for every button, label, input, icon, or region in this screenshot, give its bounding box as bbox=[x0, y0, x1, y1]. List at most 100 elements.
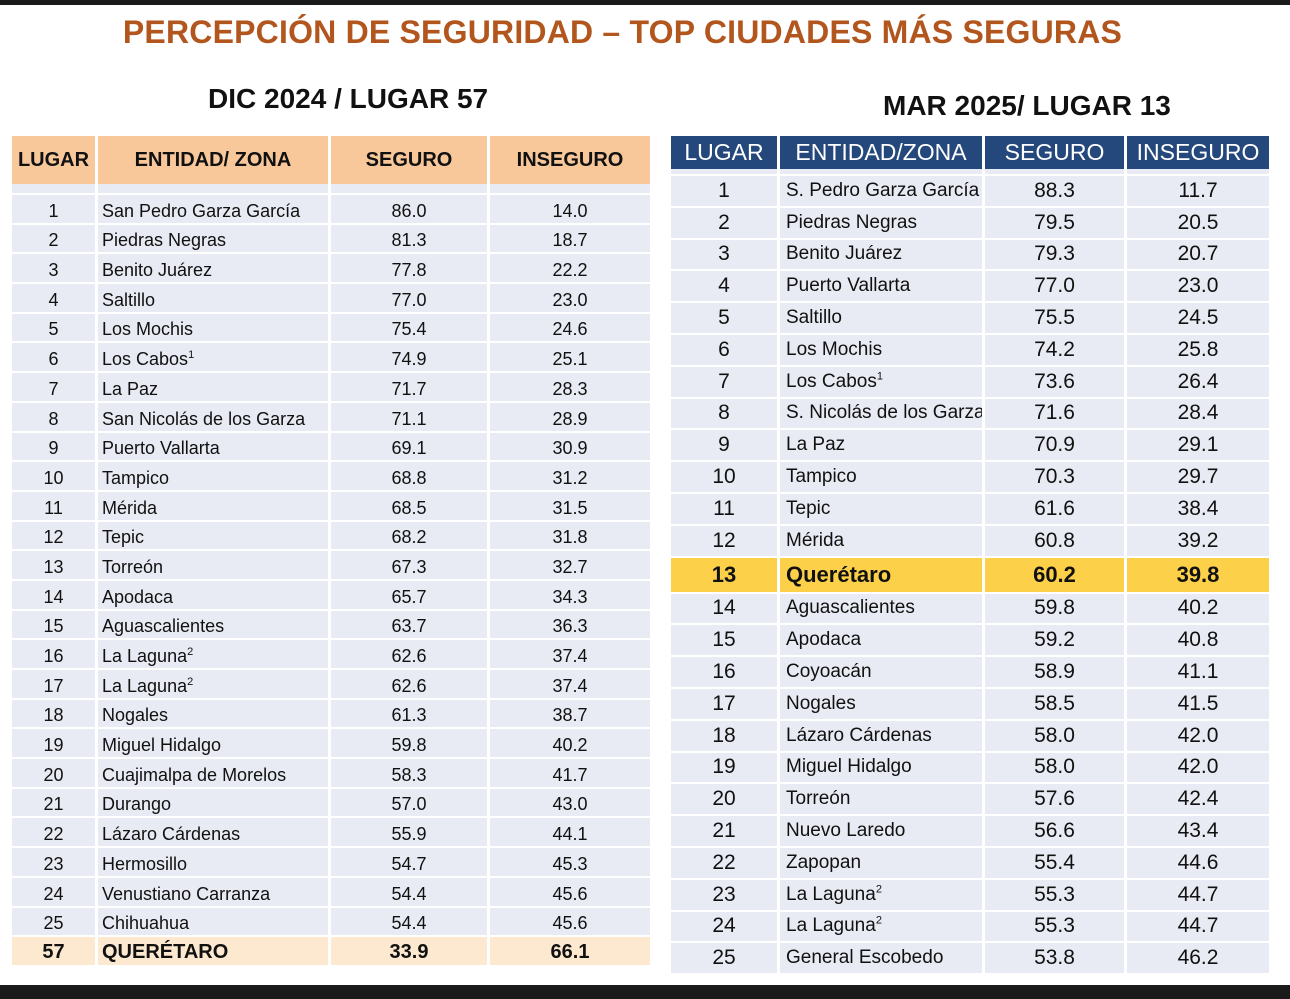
zone-cell-text: Mérida bbox=[786, 529, 845, 551]
seguro-cell-text: 54.7 bbox=[391, 853, 427, 874]
seguro-cell-text: 70.9 bbox=[1034, 433, 1075, 457]
rank-cell: 25 bbox=[12, 907, 98, 938]
rank-cell-text: 10 bbox=[43, 467, 64, 488]
page-title: PERCEPCIÓN DE SEGURIDAD – TOP CIUDADES M… bbox=[122, 14, 1123, 50]
zone-cell: Tampico bbox=[98, 462, 331, 492]
table-row: 4 Saltillo 77.0 23.0 bbox=[12, 284, 650, 314]
rank-cell: 1 bbox=[671, 176, 780, 208]
inseguro-cell-text: 24.6 bbox=[552, 319, 588, 340]
seguro-cell: 68.8 bbox=[331, 462, 490, 492]
zone-cell: Venustiano Carranza bbox=[98, 877, 331, 908]
seguro-cell-text: 59.2 bbox=[1034, 628, 1075, 652]
table-row: 19 Miguel Hidalgo 59.8 40.2 bbox=[12, 729, 650, 760]
zone-cell-text: Hermosillo bbox=[102, 853, 188, 874]
seguro-cell-text: 75.4 bbox=[391, 319, 427, 340]
highlighted-row: 13 Querétaro 60.2 39.8 bbox=[671, 557, 1269, 594]
inseguro-cell: 43.4 bbox=[1127, 816, 1269, 848]
rank-cell: 15 bbox=[12, 610, 98, 641]
seguro-cell-text: 74.2 bbox=[1034, 337, 1075, 361]
rank-cell: 24 bbox=[12, 877, 98, 908]
seguro-cell: 58.9 bbox=[985, 657, 1127, 689]
footnote-marker: 2 bbox=[875, 915, 882, 928]
rank-cell-text: 23 bbox=[712, 882, 736, 906]
inseguro-cell-text: 40.2 bbox=[552, 735, 588, 756]
rank-cell: 5 bbox=[12, 313, 98, 344]
rank-cell-text: 22 bbox=[43, 824, 64, 845]
zone-cell-text: La Paz bbox=[786, 434, 846, 456]
inseguro-cell-text: 25.1 bbox=[552, 349, 588, 370]
table-row: 19 Miguel Hidalgo 58.0 42.0 bbox=[671, 752, 1269, 785]
seguro-cell-text: 71.7 bbox=[391, 378, 427, 399]
seguro-cell-text: 68.8 bbox=[391, 467, 427, 488]
rank-cell-text: 5 bbox=[718, 306, 730, 330]
seguro-cell: 75.4 bbox=[331, 313, 490, 344]
zone-cell-text: La Laguna bbox=[102, 646, 188, 666]
rank-cell-text: 23 bbox=[43, 853, 64, 874]
inseguro-cell-text: 26.4 bbox=[1177, 369, 1219, 393]
inseguro-cell-text: 14.0 bbox=[552, 200, 588, 221]
zone-cell: Tepic bbox=[780, 493, 985, 526]
footnote-marker: 2 bbox=[875, 883, 882, 896]
seguro-cell: 71.6 bbox=[985, 398, 1127, 431]
inseguro-cell: 40.2 bbox=[1127, 593, 1269, 626]
rank-cell: 57 bbox=[12, 937, 98, 967]
rank-cell: 7 bbox=[12, 373, 98, 403]
inseguro-cell-text: 20.5 bbox=[1177, 210, 1219, 234]
inseguro-cell: 45.6 bbox=[490, 907, 650, 938]
rank-cell-text: 22 bbox=[712, 850, 736, 874]
zone-cell: Los Mochis bbox=[780, 334, 985, 367]
inseguro-cell: 20.7 bbox=[1127, 239, 1269, 272]
inseguro-cell-text: 37.4 bbox=[552, 675, 588, 696]
inseguro-cell-text: 30.9 bbox=[552, 438, 588, 459]
seguro-cell-text: 63.7 bbox=[391, 616, 427, 637]
seguro-cell: 74.2 bbox=[985, 334, 1127, 367]
rank-cell-text: 17 bbox=[712, 691, 736, 715]
inseguro-cell-text: 42.4 bbox=[1177, 787, 1219, 811]
seguro-cell-text: 62.6 bbox=[391, 675, 427, 696]
seguro-cell-text: 88.3 bbox=[1034, 178, 1075, 202]
zone-cell-text: S. Pedro Garza García bbox=[786, 179, 980, 201]
seguro-cell: 55.3 bbox=[985, 911, 1127, 944]
rank-cell: 2 bbox=[671, 207, 780, 240]
seguro-cell-text: 61.6 bbox=[1034, 496, 1075, 520]
zone-cell: Nuevo Laredo bbox=[780, 816, 985, 848]
zone-cell: Durango bbox=[98, 788, 331, 819]
zone-cell-text: San Nicolás de los Garza bbox=[102, 408, 306, 429]
zone-cell-text: Piedras Negras bbox=[786, 211, 917, 233]
seguro-cell: 58.3 bbox=[331, 759, 490, 789]
zone-cell: Benito Juárez bbox=[780, 239, 985, 272]
seguro-cell-text: 77.0 bbox=[1034, 274, 1075, 298]
rank-cell-text: 13 bbox=[43, 556, 64, 577]
seguro-cell: 73.6 bbox=[985, 366, 1127, 399]
inseguro-cell-text: 36.3 bbox=[552, 616, 588, 637]
table-row: 5 Saltillo 75.5 24.5 bbox=[671, 303, 1269, 335]
inseguro-cell-text: 11.7 bbox=[1178, 178, 1218, 202]
inseguro-cell-text: 44.6 bbox=[1177, 850, 1219, 874]
top-border bbox=[0, 0, 1290, 5]
seguro-cell: 71.1 bbox=[331, 402, 490, 433]
seguro-cell: 58.5 bbox=[985, 688, 1127, 721]
table-row: 5 Los Mochis 75.4 24.6 bbox=[12, 313, 650, 344]
rank-cell-text: 6 bbox=[48, 349, 59, 370]
zone-cell-text: La Laguna bbox=[786, 915, 876, 937]
rank-cell: 18 bbox=[12, 699, 98, 730]
rank-cell-text: 18 bbox=[43, 705, 64, 726]
seguro-cell: 70.9 bbox=[985, 430, 1127, 463]
rank-cell: 23 bbox=[671, 879, 780, 912]
inseguro-cell: 44.6 bbox=[1127, 847, 1269, 880]
seguro-cell: 54.4 bbox=[331, 877, 490, 908]
zone-cell-text: La Paz bbox=[102, 378, 159, 399]
seguro-cell-text: 62.6 bbox=[391, 646, 427, 666]
zone-cell-text: Los Mochis bbox=[786, 338, 883, 360]
rank-cell-text: 9 bbox=[48, 438, 59, 459]
rank-cell-text: 12 bbox=[43, 527, 64, 548]
table-row: 14 Apodaca 65.7 34.3 bbox=[12, 580, 650, 611]
zone-cell-text: Nogales bbox=[102, 705, 169, 726]
zone-cell: San Pedro Garza García bbox=[98, 195, 331, 225]
table-row: 6 Los Cabos1 74.9 25.1 bbox=[12, 343, 650, 374]
rank-cell-text: 3 bbox=[48, 260, 59, 281]
inseguro-cell: 30.9 bbox=[490, 432, 650, 463]
rank-cell: 6 bbox=[671, 334, 780, 367]
seguro-cell-text: 70.3 bbox=[1034, 465, 1075, 489]
bottom-border bbox=[0, 985, 1290, 999]
